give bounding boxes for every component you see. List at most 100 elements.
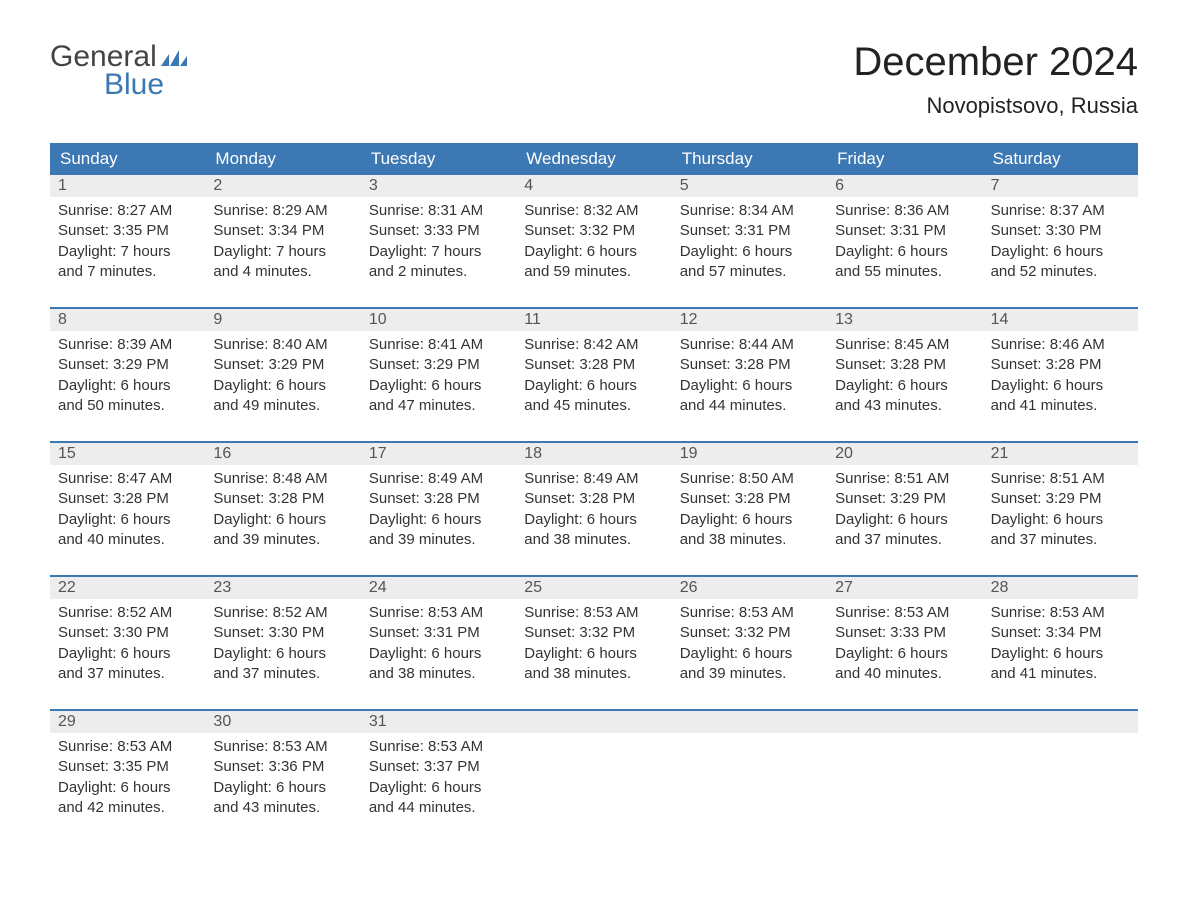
daylight-text-2: and 47 minutes. [369,396,508,416]
sunrise-text: Sunrise: 8:42 AM [524,335,663,355]
day-cell: Sunrise: 8:31 AMSunset: 3:33 PMDaylight:… [361,197,516,291]
daylight-text-1: Daylight: 7 hours [58,242,197,262]
day-number: 10 [361,309,516,331]
daylight-text-1: Daylight: 6 hours [58,510,197,530]
day-cell: Sunrise: 8:52 AMSunset: 3:30 PMDaylight:… [205,599,360,693]
daylight-text-2: and 50 minutes. [58,396,197,416]
sunrise-text: Sunrise: 8:40 AM [213,335,352,355]
daylight-text-1: Daylight: 6 hours [524,242,663,262]
daylight-text-1: Daylight: 6 hours [835,242,974,262]
sunrise-text: Sunrise: 8:51 AM [835,469,974,489]
sunrise-text: Sunrise: 8:53 AM [835,603,974,623]
day-cell: Sunrise: 8:49 AMSunset: 3:28 PMDaylight:… [516,465,671,559]
daylight-text-2: and 41 minutes. [991,396,1130,416]
daylight-text-2: and 2 minutes. [369,262,508,282]
daylight-text-2: and 38 minutes. [524,530,663,550]
sunrise-text: Sunrise: 8:46 AM [991,335,1130,355]
sunset-text: Sunset: 3:31 PM [680,221,819,241]
day-cell: Sunrise: 8:53 AMSunset: 3:36 PMDaylight:… [205,733,360,827]
daylight-text-2: and 49 minutes. [213,396,352,416]
sunrise-text: Sunrise: 8:52 AM [213,603,352,623]
day-cell: Sunrise: 8:53 AMSunset: 3:35 PMDaylight:… [50,733,205,827]
sunset-text: Sunset: 3:34 PM [213,221,352,241]
sunset-text: Sunset: 3:29 PM [58,355,197,375]
day-cell: Sunrise: 8:39 AMSunset: 3:29 PMDaylight:… [50,331,205,425]
day-cell [983,733,1138,827]
sunset-text: Sunset: 3:30 PM [991,221,1130,241]
daylight-text-2: and 37 minutes. [213,664,352,684]
sunrise-text: Sunrise: 8:47 AM [58,469,197,489]
daylight-text-2: and 43 minutes. [835,396,974,416]
daylight-text-2: and 44 minutes. [369,798,508,818]
flag-icon [161,48,187,66]
day-number: 16 [205,443,360,465]
sunrise-text: Sunrise: 8:53 AM [524,603,663,623]
day-number: 25 [516,577,671,599]
sunrise-text: Sunrise: 8:48 AM [213,469,352,489]
day-number: 13 [827,309,982,331]
daylight-text-1: Daylight: 6 hours [835,644,974,664]
day-number: 15 [50,443,205,465]
sunset-text: Sunset: 3:36 PM [213,757,352,777]
sunset-text: Sunset: 3:32 PM [524,221,663,241]
day-cell: Sunrise: 8:40 AMSunset: 3:29 PMDaylight:… [205,331,360,425]
sunset-text: Sunset: 3:30 PM [58,623,197,643]
day-cell: Sunrise: 8:42 AMSunset: 3:28 PMDaylight:… [516,331,671,425]
sunrise-text: Sunrise: 8:31 AM [369,201,508,221]
calendar-grid: SundayMondayTuesdayWednesdayThursdayFrid… [50,143,1138,827]
daylight-text-2: and 37 minutes. [835,530,974,550]
day-number [827,711,982,733]
logo-text-blue: Blue [104,68,164,102]
day-cell: Sunrise: 8:50 AMSunset: 3:28 PMDaylight:… [672,465,827,559]
sunset-text: Sunset: 3:32 PM [680,623,819,643]
daylight-text-2: and 55 minutes. [835,262,974,282]
daylight-text-2: and 38 minutes. [680,530,819,550]
day-cell: Sunrise: 8:53 AMSunset: 3:34 PMDaylight:… [983,599,1138,693]
sunrise-text: Sunrise: 8:27 AM [58,201,197,221]
day-cell: Sunrise: 8:45 AMSunset: 3:28 PMDaylight:… [827,331,982,425]
day-header: Sunday [50,143,205,175]
sunrise-text: Sunrise: 8:45 AM [835,335,974,355]
day-number: 20 [827,443,982,465]
daylight-text-2: and 4 minutes. [213,262,352,282]
day-cell: Sunrise: 8:41 AMSunset: 3:29 PMDaylight:… [361,331,516,425]
day-number [983,711,1138,733]
day-number: 23 [205,577,360,599]
sunset-text: Sunset: 3:28 PM [524,489,663,509]
day-number: 8 [50,309,205,331]
sunset-text: Sunset: 3:37 PM [369,757,508,777]
sunset-text: Sunset: 3:28 PM [58,489,197,509]
day-cell: Sunrise: 8:37 AMSunset: 3:30 PMDaylight:… [983,197,1138,291]
day-cell [672,733,827,827]
day-number: 22 [50,577,205,599]
sunset-text: Sunset: 3:33 PM [369,221,508,241]
day-cell: Sunrise: 8:36 AMSunset: 3:31 PMDaylight:… [827,197,982,291]
day-header: Wednesday [516,143,671,175]
day-cell: Sunrise: 8:53 AMSunset: 3:31 PMDaylight:… [361,599,516,693]
daylight-text-1: Daylight: 6 hours [524,376,663,396]
sunrise-text: Sunrise: 8:51 AM [991,469,1130,489]
sunset-text: Sunset: 3:28 PM [680,355,819,375]
daylight-text-1: Daylight: 6 hours [991,644,1130,664]
daylight-text-2: and 59 minutes. [524,262,663,282]
day-header: Friday [827,143,982,175]
day-header: Monday [205,143,360,175]
daylight-text-2: and 39 minutes. [369,530,508,550]
day-number: 11 [516,309,671,331]
day-number: 6 [827,175,982,197]
sunset-text: Sunset: 3:29 PM [991,489,1130,509]
daylight-text-2: and 37 minutes. [58,664,197,684]
day-cell: Sunrise: 8:34 AMSunset: 3:31 PMDaylight:… [672,197,827,291]
daylight-text-2: and 42 minutes. [58,798,197,818]
sunrise-text: Sunrise: 8:53 AM [213,737,352,757]
logo: General Blue [50,40,187,102]
sunset-text: Sunset: 3:28 PM [680,489,819,509]
day-number: 26 [672,577,827,599]
sunrise-text: Sunrise: 8:37 AM [991,201,1130,221]
day-number: 18 [516,443,671,465]
day-number: 1 [50,175,205,197]
daylight-text-2: and 41 minutes. [991,664,1130,684]
daylight-text-2: and 39 minutes. [213,530,352,550]
sunset-text: Sunset: 3:31 PM [835,221,974,241]
daylight-text-1: Daylight: 6 hours [991,376,1130,396]
